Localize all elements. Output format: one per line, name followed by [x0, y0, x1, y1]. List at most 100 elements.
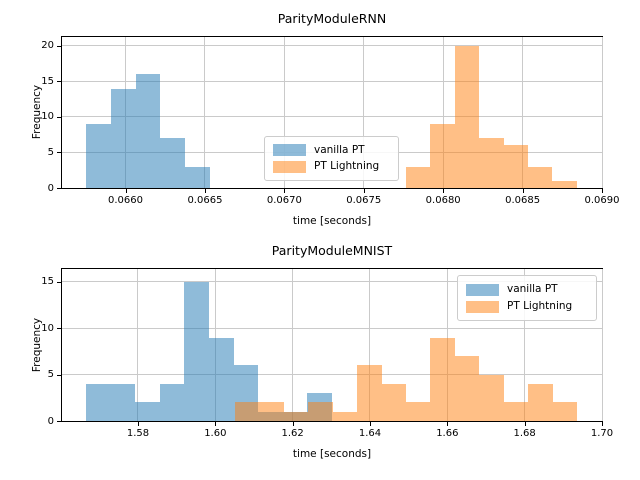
y-tick-label: 10 [41, 322, 54, 334]
legend-entry: PT Lightning [273, 159, 390, 174]
y-tick-mark [57, 281, 61, 283]
histogram-bar-vanilla-pt [185, 166, 211, 188]
x-tick-mark [292, 422, 294, 426]
histogram-bar-pt-lightning [406, 402, 431, 421]
x-axis-label-rnn: time [seconds] [292, 215, 372, 227]
x-tick-mark [369, 422, 371, 426]
x-tick-label: 1.58 [126, 428, 150, 439]
legend-entry: vanilla PT [466, 282, 588, 297]
gridline-horizontal [62, 116, 602, 118]
histogram-bar-pt-lightning [479, 374, 504, 421]
x-tick-label: 1.66 [436, 428, 459, 439]
x-tick-mark [204, 189, 206, 193]
x-tick-label: 1.68 [513, 428, 536, 439]
histogram-bar-pt-lightning [406, 166, 431, 188]
x-tick-label: 0.0665 [187, 195, 223, 206]
legend-label: vanilla PT [314, 143, 365, 156]
histogram-bar-pt-lightning [528, 383, 553, 421]
x-axis-label-mnist: time [seconds] [292, 448, 372, 460]
y-tick-mark [57, 81, 61, 83]
y-tick-label: 15 [41, 75, 54, 87]
gridline-vertical [283, 37, 285, 188]
x-tick-label: 0.0685 [505, 195, 541, 206]
histogram-bar-pt-lightning [234, 402, 260, 421]
histogram-bar-pt-lightning [552, 180, 577, 188]
y-tick-label: 15 [41, 276, 54, 288]
x-tick-label: 0.0660 [108, 195, 144, 206]
legend-label: PT Lightning [314, 160, 380, 173]
gridline-vertical [524, 269, 526, 421]
x-tick-label: 1.62 [281, 428, 304, 439]
x-tick-mark [284, 189, 286, 193]
histogram-bar-vanilla-pt [110, 88, 136, 188]
gridline-horizontal [62, 80, 602, 82]
y-tick-mark [57, 328, 61, 330]
legend-mnist: vanilla PT PT Lightning [457, 275, 597, 321]
x-tick-label: 1.60 [204, 428, 227, 439]
histogram-bar-vanilla-pt [208, 337, 234, 421]
y-tick-label: 0 [47, 182, 54, 194]
x-tick-mark [602, 422, 603, 426]
histogram-bar-pt-lightning [503, 402, 529, 421]
gridline-horizontal [62, 281, 602, 283]
gridline-vertical [601, 37, 603, 188]
y-tick-mark [57, 421, 61, 422]
histogram-bar-vanilla-pt [135, 74, 161, 188]
legend-label: vanilla PT [507, 283, 558, 295]
x-tick-mark [137, 422, 139, 426]
x-tick-mark [602, 189, 603, 193]
histogram-bar-pt-lightning [454, 45, 480, 188]
histogram-bar-pt-lightning [430, 337, 455, 421]
histogram-bar-vanilla-pt [110, 383, 136, 421]
gridline-horizontal [62, 327, 602, 329]
y-tick-mark [57, 45, 61, 47]
x-tick-mark [363, 189, 365, 193]
gridline-vertical [363, 37, 365, 188]
x-tick-mark [524, 422, 526, 426]
x-tick-mark [522, 189, 524, 193]
y-tick-label: 20 [41, 40, 54, 52]
x-tick-mark [447, 422, 449, 426]
chart-title-rnn: ParityModuleRNN [277, 11, 387, 26]
legend-swatch-vanilla-pt [273, 144, 306, 157]
y-tick-label: 0 [47, 415, 54, 427]
histogram-bar-vanilla-pt [86, 383, 111, 421]
gridline-vertical [369, 269, 371, 421]
histogram-bar-pt-lightning [357, 365, 382, 421]
x-tick-mark [215, 422, 217, 426]
histogram-bar-pt-lightning [503, 145, 528, 188]
y-tick-label: 5 [47, 146, 54, 158]
plot-area-rnn [61, 36, 603, 189]
histogram-bar-pt-lightning [430, 124, 455, 188]
x-tick-label: 0.0670 [266, 195, 302, 206]
y-tick-mark [57, 152, 61, 154]
legend-rnn: vanilla PT PT Lightning [264, 136, 399, 181]
x-tick-label: 1.70 [590, 428, 614, 439]
gridline-vertical [204, 37, 206, 188]
x-tick-label: 0.0680 [425, 195, 461, 206]
gridline-vertical [601, 269, 603, 421]
legend-label: PT Lightning [507, 300, 573, 312]
x-tick-label: 0.0690 [584, 195, 620, 206]
gridline-vertical [442, 37, 444, 188]
histogram-bar-vanilla-pt [85, 124, 111, 188]
histogram-bar-pt-lightning [552, 402, 577, 421]
legend-swatch-pt-lightning [466, 300, 499, 313]
chart-title-mnist: ParityModuleMNIST [271, 243, 393, 258]
histogram-bar-pt-lightning [454, 356, 480, 421]
y-tick-mark [57, 188, 61, 189]
gridline-horizontal [62, 45, 602, 47]
histogram-bar-vanilla-pt [135, 402, 160, 421]
gridline-vertical [137, 269, 139, 421]
histogram-bar-pt-lightning [332, 411, 358, 421]
gridline-vertical [292, 269, 294, 421]
histogram-bar-vanilla-pt [159, 383, 185, 421]
gridline-vertical [522, 37, 524, 188]
plot-area-mnist [61, 268, 603, 422]
x-tick-label: 1.64 [358, 428, 382, 439]
legend-entry: PT Lightning [466, 299, 588, 314]
y-tick-label: 5 [47, 369, 54, 381]
legend-entry: vanilla PT [273, 143, 390, 158]
x-tick-mark [125, 189, 127, 193]
x-tick-label: 0.0675 [346, 195, 382, 206]
